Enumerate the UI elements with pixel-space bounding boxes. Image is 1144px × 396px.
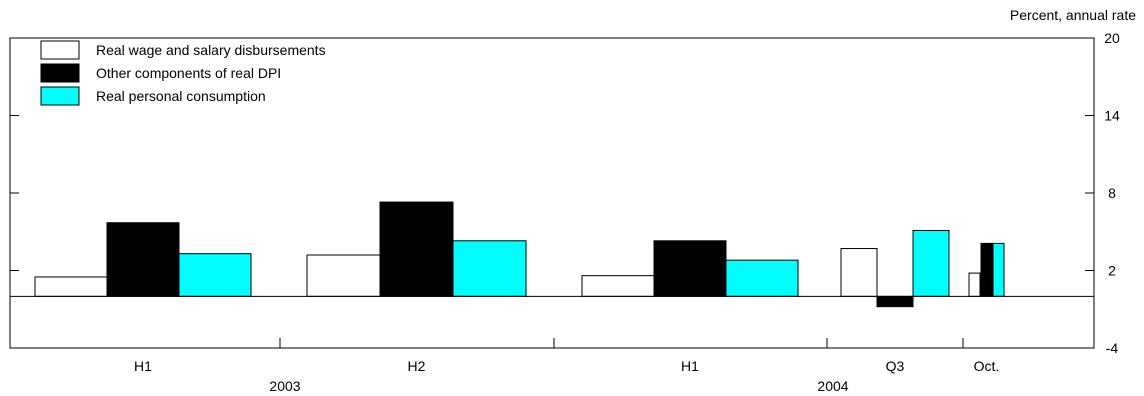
bar	[912, 229, 950, 297]
y-tick-label: 8	[1108, 185, 1116, 201]
legend-swatch	[40, 40, 80, 60]
legend: Real wage and salary disbursements Other …	[40, 40, 326, 106]
legend-label: Real wage and salary disbursements	[96, 42, 326, 58]
bar	[106, 222, 180, 297]
legend-swatch	[40, 63, 80, 83]
bars-layer	[34, 201, 1005, 308]
bar	[840, 248, 878, 297]
x-category-label: H1	[681, 358, 699, 374]
bar	[178, 253, 252, 297]
bar	[653, 240, 727, 297]
bar	[34, 276, 108, 297]
x-category-label: H2	[408, 358, 426, 374]
legend-swatch	[40, 86, 80, 106]
bar	[452, 240, 527, 297]
y-tick-label: -4	[1106, 340, 1119, 356]
bar	[379, 201, 454, 297]
x-category-label: H1	[134, 358, 152, 374]
y-tick-label: 2	[1108, 263, 1116, 279]
y-axis: -4 2 8 14 20	[10, 30, 1120, 356]
y-tick-label: 20	[1104, 30, 1120, 46]
bar	[306, 254, 381, 297]
unit-label: Percent, annual rate	[1010, 7, 1136, 23]
x-category-label: Q3	[886, 358, 905, 374]
legend-label: Real personal consumption	[96, 88, 266, 104]
x-year-label: 2003	[269, 378, 300, 394]
bar	[725, 259, 799, 297]
bar	[968, 272, 981, 297]
plot-frame	[9, 37, 1095, 349]
y-tick-label: 14	[1104, 108, 1120, 124]
bar	[992, 242, 1005, 297]
bar	[980, 242, 993, 297]
x-category-label: Oct.	[974, 358, 1000, 374]
legend-label: Other components of real DPI	[96, 65, 281, 81]
x-year-label: 2004	[817, 378, 848, 394]
bar	[581, 275, 655, 297]
x-axis: H1 H2 H1 Q3 Oct. 2003 2004	[134, 338, 999, 394]
bar	[876, 295, 914, 308]
